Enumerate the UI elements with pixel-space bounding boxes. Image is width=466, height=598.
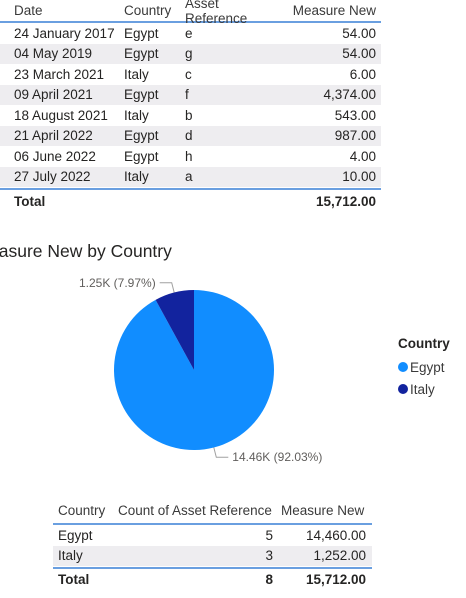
table-row[interactable]: 27 July 2022 Italy a 10.00 [0, 166, 381, 187]
cell-measure-new: 6.00 [349, 66, 376, 82]
summary-table-header: Country Count of Asset Reference Measure… [53, 498, 372, 525]
cell-count: 5 [265, 527, 273, 543]
cell-measure-new: 543.00 [334, 107, 376, 123]
detail-table-total-row: Total 15,712.00 [0, 188, 381, 212]
cell-measure-new: 54.00 [342, 46, 376, 62]
cell-asset-reference: f [185, 87, 189, 103]
cell-measure-new: 1,252.00 [313, 548, 366, 564]
legend-item-italy[interactable]: Italy [398, 378, 450, 400]
detail-table: Date Country Asset Reference Measure New… [0, 0, 381, 212]
cell-date: 04 May 2019 [14, 46, 93, 62]
cell-asset-reference: d [185, 128, 193, 144]
legend-marker-icon [398, 362, 408, 372]
cell-country: Italy [124, 66, 149, 82]
cell-country: Italy [58, 548, 83, 564]
cell-measure-new: 10.00 [342, 169, 376, 185]
cell-asset-reference: a [185, 169, 193, 185]
chart-title: easure New by Country [0, 241, 172, 261]
cell-measure-new: 987.00 [334, 128, 376, 144]
cell-country: Egypt [124, 25, 159, 41]
cell-measure-new: 4,374.00 [323, 87, 376, 103]
table-row[interactable]: 21 April 2022 Egypt d 987.00 [0, 125, 381, 146]
column-header-measure-new[interactable]: Measure New [281, 503, 365, 518]
cell-asset-reference: g [185, 46, 193, 62]
cell-country: Egypt [124, 148, 159, 164]
cell-measure-new: 4.00 [349, 148, 376, 164]
cell-asset-reference: b [185, 107, 193, 123]
summary-table: Country Count of Asset Reference Measure… [53, 498, 372, 590]
table-row[interactable]: 04 May 2019 Egypt g 54.00 [0, 43, 381, 64]
pie-slice-italy[interactable] [155, 290, 194, 370]
legend-item-egypt[interactable]: Egypt [398, 356, 450, 378]
cell-asset-reference: h [185, 148, 193, 164]
cell-country: Egypt [124, 46, 159, 62]
pie-chart: 14.46K (92.03%) 1.25K (7.97%) [79, 276, 322, 464]
total-measure: 15,712.00 [305, 572, 366, 587]
cell-date: 24 January 2017 [14, 25, 115, 41]
cell-date: 18 August 2021 [14, 107, 108, 123]
column-header-country[interactable]: Country [124, 3, 172, 18]
column-header-country[interactable]: Country [58, 503, 106, 518]
pie-data-label: 1.25K (7.97%) [79, 276, 156, 290]
table-row[interactable]: 09 April 2021 Egypt f 4,374.00 [0, 84, 381, 105]
chart-legend: Country Egypt Italy [398, 336, 450, 400]
summary-table-total-row: Total 8 15,712.00 [53, 567, 372, 590]
pie-data-label: 14.46K (92.03%) [232, 450, 322, 464]
column-header-measure-new[interactable]: Measure New [292, 3, 376, 18]
table-row[interactable]: 23 March 2021 Italy c 6.00 [0, 64, 381, 85]
cell-asset-reference: c [185, 66, 192, 82]
cell-count: 3 [265, 548, 273, 564]
total-count: 8 [265, 572, 273, 587]
legend-marker-icon [398, 384, 408, 394]
cell-date: 23 March 2021 [14, 66, 105, 82]
cell-date: 21 April 2022 [14, 128, 93, 144]
cell-date: 06 June 2022 [14, 148, 96, 164]
table-row[interactable]: Egypt 5 14,460.00 [53, 525, 372, 546]
legend-title: Country [398, 336, 450, 351]
table-row[interactable]: 06 June 2022 Egypt h 4.00 [0, 146, 381, 167]
detail-table-header: Date Country Asset Reference Measure New [0, 0, 381, 26]
pie-leader-line [159, 282, 175, 293]
legend-label: Italy [410, 381, 435, 397]
pie-leader-line [213, 447, 229, 458]
cell-country: Egypt [124, 87, 159, 103]
legend-label: Egypt [410, 359, 445, 375]
column-header-count-asset-reference[interactable]: Count of Asset Reference [118, 503, 272, 518]
table-row[interactable]: Italy 3 1,252.00 [53, 545, 372, 566]
cell-date: 27 July 2022 [14, 169, 91, 185]
cell-measure-new: 54.00 [342, 25, 376, 41]
total-label: Total [14, 193, 46, 209]
cell-country: Italy [124, 107, 149, 123]
cell-asset-reference: e [185, 25, 193, 41]
table-row[interactable]: 18 August 2021 Italy b 543.00 [0, 105, 381, 126]
table-row[interactable]: 24 January 2017 Egypt e 54.00 [0, 23, 381, 44]
cell-country: Egypt [124, 128, 159, 144]
total-label: Total [58, 572, 90, 587]
total-value: 15,712.00 [315, 193, 376, 209]
cell-country: Egypt [58, 527, 93, 543]
column-header-asset-reference[interactable]: Asset Reference [185, 0, 248, 26]
column-header-date[interactable]: Date [14, 3, 43, 18]
cell-measure-new: 14,460.00 [305, 527, 366, 543]
cell-country: Italy [124, 169, 149, 185]
cell-date: 09 April 2021 [14, 87, 93, 103]
